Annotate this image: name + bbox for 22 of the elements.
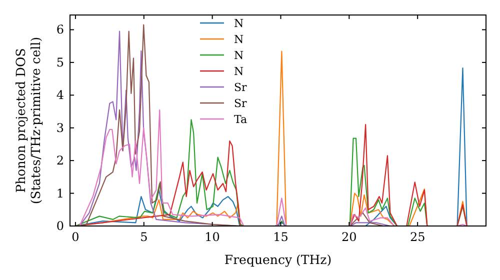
legend-label: N bbox=[234, 49, 244, 62]
legend-label: Ta bbox=[234, 113, 248, 126]
y-axis-title: Phonon projected DOS (States/THz·primitive cell) bbox=[13, 36, 43, 204]
x-tick-label: 25 bbox=[410, 230, 426, 244]
legend-label: Sr bbox=[234, 81, 248, 94]
x-tick-label: 15 bbox=[273, 230, 288, 244]
y-tick-label: 6 bbox=[56, 22, 64, 37]
x-tick-label: 20 bbox=[342, 230, 357, 244]
y-tick-label: 0 bbox=[56, 219, 64, 233]
y-tick-label: 3 bbox=[56, 120, 64, 135]
legend-label: N bbox=[234, 65, 244, 78]
x-axis-title: Frequency (THz) bbox=[224, 252, 332, 267]
x-tick-label: 0 bbox=[72, 230, 80, 244]
y-tick-label: 2 bbox=[56, 154, 64, 168]
y-tick-label: 5 bbox=[56, 55, 64, 70]
x-tick-label: 10 bbox=[204, 230, 220, 244]
legend-label: N bbox=[234, 17, 244, 30]
legend-label: Sr bbox=[234, 97, 248, 110]
x-tick-label: 5 bbox=[140, 230, 148, 244]
y-tick-label: 4 bbox=[56, 88, 64, 102]
legend-label: N bbox=[234, 33, 244, 46]
y-tick-label: 1 bbox=[56, 186, 64, 200]
